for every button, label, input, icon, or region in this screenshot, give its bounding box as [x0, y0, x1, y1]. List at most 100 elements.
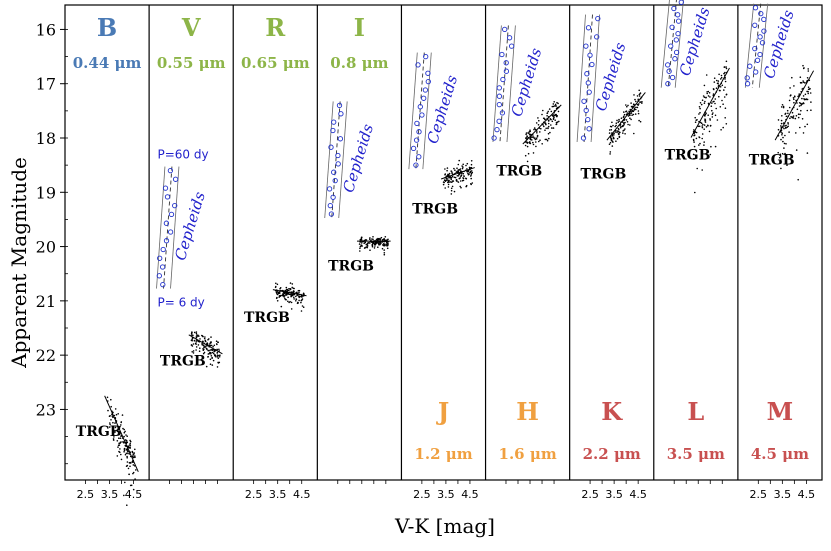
trgb-star — [541, 143, 543, 145]
trgb-star — [453, 167, 455, 170]
trgb-star — [450, 187, 453, 190]
trgb-star — [537, 124, 540, 126]
trgb-star — [126, 461, 129, 463]
cepheid-star — [584, 71, 590, 77]
trgb-star — [456, 167, 458, 169]
band-letter: H — [516, 397, 539, 426]
trgb-star — [387, 238, 389, 241]
trgb-star — [218, 361, 221, 364]
trgb-star — [702, 123, 704, 126]
trgb-star — [624, 133, 626, 135]
trgb-star — [109, 423, 111, 426]
trgb-star — [722, 103, 724, 105]
trgb-star — [715, 107, 717, 110]
trgb-star — [203, 346, 205, 349]
trgb-star — [285, 290, 288, 292]
trgb-star — [698, 136, 701, 139]
cepheid-strip-edge — [422, 52, 432, 170]
trgb-star — [444, 168, 446, 170]
trgb-star — [636, 95, 639, 97]
trgb-star — [129, 440, 132, 443]
cepheid-pl-relation — [163, 166, 173, 289]
trgb-star — [526, 135, 528, 137]
cepheid-star — [503, 60, 509, 66]
trgb-star — [701, 125, 703, 127]
trgb-star — [127, 452, 129, 455]
trgb-star — [711, 109, 713, 112]
trgb-star — [780, 161, 783, 163]
trgb-star — [538, 140, 540, 143]
trgb-star — [791, 76, 793, 79]
cepheid-star — [669, 74, 676, 81]
trgb-star — [191, 351, 193, 353]
cepheid-star — [500, 76, 506, 83]
trgb-star — [279, 287, 282, 289]
trgb-star — [715, 79, 718, 82]
trgb-star — [707, 102, 710, 105]
trgb-star — [803, 81, 805, 84]
trgb-star — [383, 252, 386, 254]
cepheid-star — [160, 246, 166, 253]
trgb-star — [448, 179, 450, 182]
trgb-star — [641, 100, 643, 103]
cepheid-strip-edge — [408, 52, 418, 170]
cepheid-star — [172, 202, 178, 209]
trgb-star — [453, 190, 456, 193]
trgb-star — [216, 356, 219, 358]
trgb-star — [292, 293, 294, 296]
trgb-star — [694, 121, 697, 123]
period-label-short: P= 6 dy — [158, 296, 205, 310]
trgb-star — [451, 185, 454, 188]
trgb-star — [544, 129, 546, 131]
trgb-star — [202, 344, 205, 347]
trgb-star — [129, 465, 131, 468]
trgb-star — [358, 243, 361, 245]
cepheid-star — [496, 85, 502, 91]
trgb-label: TRGB — [496, 164, 542, 180]
cepheid-star — [583, 107, 589, 114]
trgb-star — [285, 294, 288, 296]
trgb-star — [780, 125, 782, 127]
band-wavelength: 0.8 μm — [330, 54, 388, 72]
trgb-star — [383, 249, 386, 251]
trgb-star — [704, 115, 706, 117]
trgb-star — [202, 340, 204, 343]
cepheid-star — [156, 273, 162, 279]
trgb-star — [129, 447, 131, 449]
trgb-star — [627, 115, 630, 117]
trgb-star — [359, 245, 362, 248]
trgb-star — [787, 112, 789, 115]
trgb-star — [794, 117, 797, 120]
trgb-star — [638, 89, 640, 92]
trgb-star — [110, 419, 112, 421]
trgb-star — [633, 132, 635, 135]
trgb-star — [446, 179, 449, 181]
cepheid-star — [752, 5, 759, 11]
trgb-star — [801, 97, 803, 100]
trgb-star — [555, 113, 557, 116]
cepheid-star — [673, 37, 679, 43]
trgb-star — [125, 448, 128, 451]
trgb-star — [634, 113, 637, 115]
trgb-star — [629, 108, 631, 111]
trgb-star — [459, 180, 462, 182]
trgb-star — [123, 449, 126, 452]
trgb-star — [444, 187, 447, 189]
trgb-star — [470, 163, 473, 166]
trgb-star — [457, 181, 460, 183]
trgb-star — [699, 111, 701, 114]
trgb-star — [529, 138, 531, 140]
trgb-star — [707, 124, 709, 127]
trgb-star — [705, 112, 707, 114]
trgb-star — [809, 92, 812, 94]
trgb-star — [701, 99, 704, 101]
cepheid-star — [163, 220, 170, 226]
trgb-fit-line — [774, 70, 815, 141]
trgb-star — [191, 339, 193, 342]
trgb-star — [112, 421, 114, 424]
trgb-star — [120, 458, 123, 461]
trgb-star — [699, 121, 702, 124]
trgb-star — [198, 335, 200, 337]
trgb-star — [551, 105, 554, 108]
trgb-star — [626, 121, 629, 123]
